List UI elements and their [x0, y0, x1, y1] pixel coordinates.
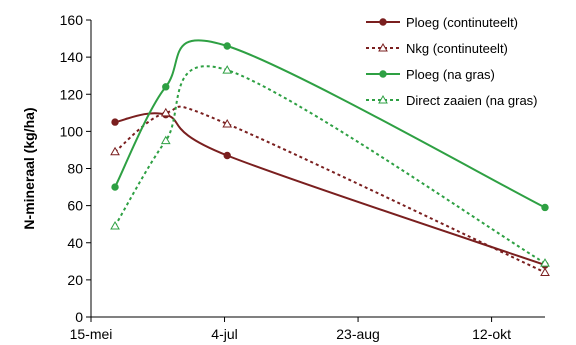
x-tick-label: 23-aug [336, 326, 380, 342]
y-tick-label: 120 [60, 86, 84, 102]
data-point [160, 135, 171, 145]
legend-label: Ploeg (continuteelt) [406, 15, 518, 30]
legend-marker [378, 94, 388, 104]
y-tick-label: 0 [75, 309, 83, 325]
data-point [110, 146, 120, 156]
y-tick-label: 20 [67, 272, 83, 288]
legend-item: Direct zaaien (na gras) [366, 93, 538, 108]
legend-item: Nkg (continuteelt) [366, 41, 508, 56]
plot-area [110, 39, 550, 276]
data-point [541, 203, 549, 212]
series-3 [110, 65, 550, 267]
x-tick-label: 12-okt [472, 326, 511, 342]
axes: 0 20 40 60 80 100 120 140 160 15-mei 4-jul 23-aug 12… [60, 12, 545, 342]
y-tick-label: 40 [67, 235, 83, 251]
y-tick-label: 60 [67, 198, 83, 214]
x-tick-label: 4-jul [211, 326, 237, 342]
series-0 [111, 110, 549, 269]
y-tick-label: 80 [67, 161, 83, 177]
y-axis-label: N-mineraal (kg/ha) [21, 107, 37, 229]
y-tick-label: 100 [60, 123, 84, 139]
legend-label: Direct zaaien (na gras) [406, 93, 538, 108]
legend-marker [379, 70, 387, 78]
y-tick-label: 160 [60, 12, 84, 28]
legend: Ploeg (continuteelt) Nkg (continuteelt) Pl… [366, 15, 538, 108]
data-point [540, 258, 550, 267]
legend-label: Nkg (continuteelt) [406, 41, 508, 56]
data-point [111, 118, 119, 126]
series-line [114, 65, 546, 265]
legend-item: Ploeg (na gras) [366, 67, 495, 82]
data-point [222, 118, 233, 128]
series-line [114, 39, 546, 209]
series-line [114, 105, 546, 274]
legend-label: Ploeg (na gras) [406, 67, 495, 82]
series-1 [110, 105, 550, 276]
data-point [222, 65, 233, 74]
data-point [223, 151, 231, 160]
data-point [540, 267, 550, 276]
series-2 [111, 39, 549, 212]
legend-item: Ploeg (continuteelt) [366, 15, 518, 30]
legend-marker [379, 18, 387, 26]
data-point [162, 83, 170, 91]
y-tick-label: 140 [60, 49, 84, 65]
x-tick-label: 15-mei [70, 326, 113, 342]
data-point [160, 107, 171, 117]
data-point [223, 42, 231, 50]
data-point [110, 221, 120, 230]
legend-marker [378, 42, 388, 52]
data-point [111, 183, 119, 191]
